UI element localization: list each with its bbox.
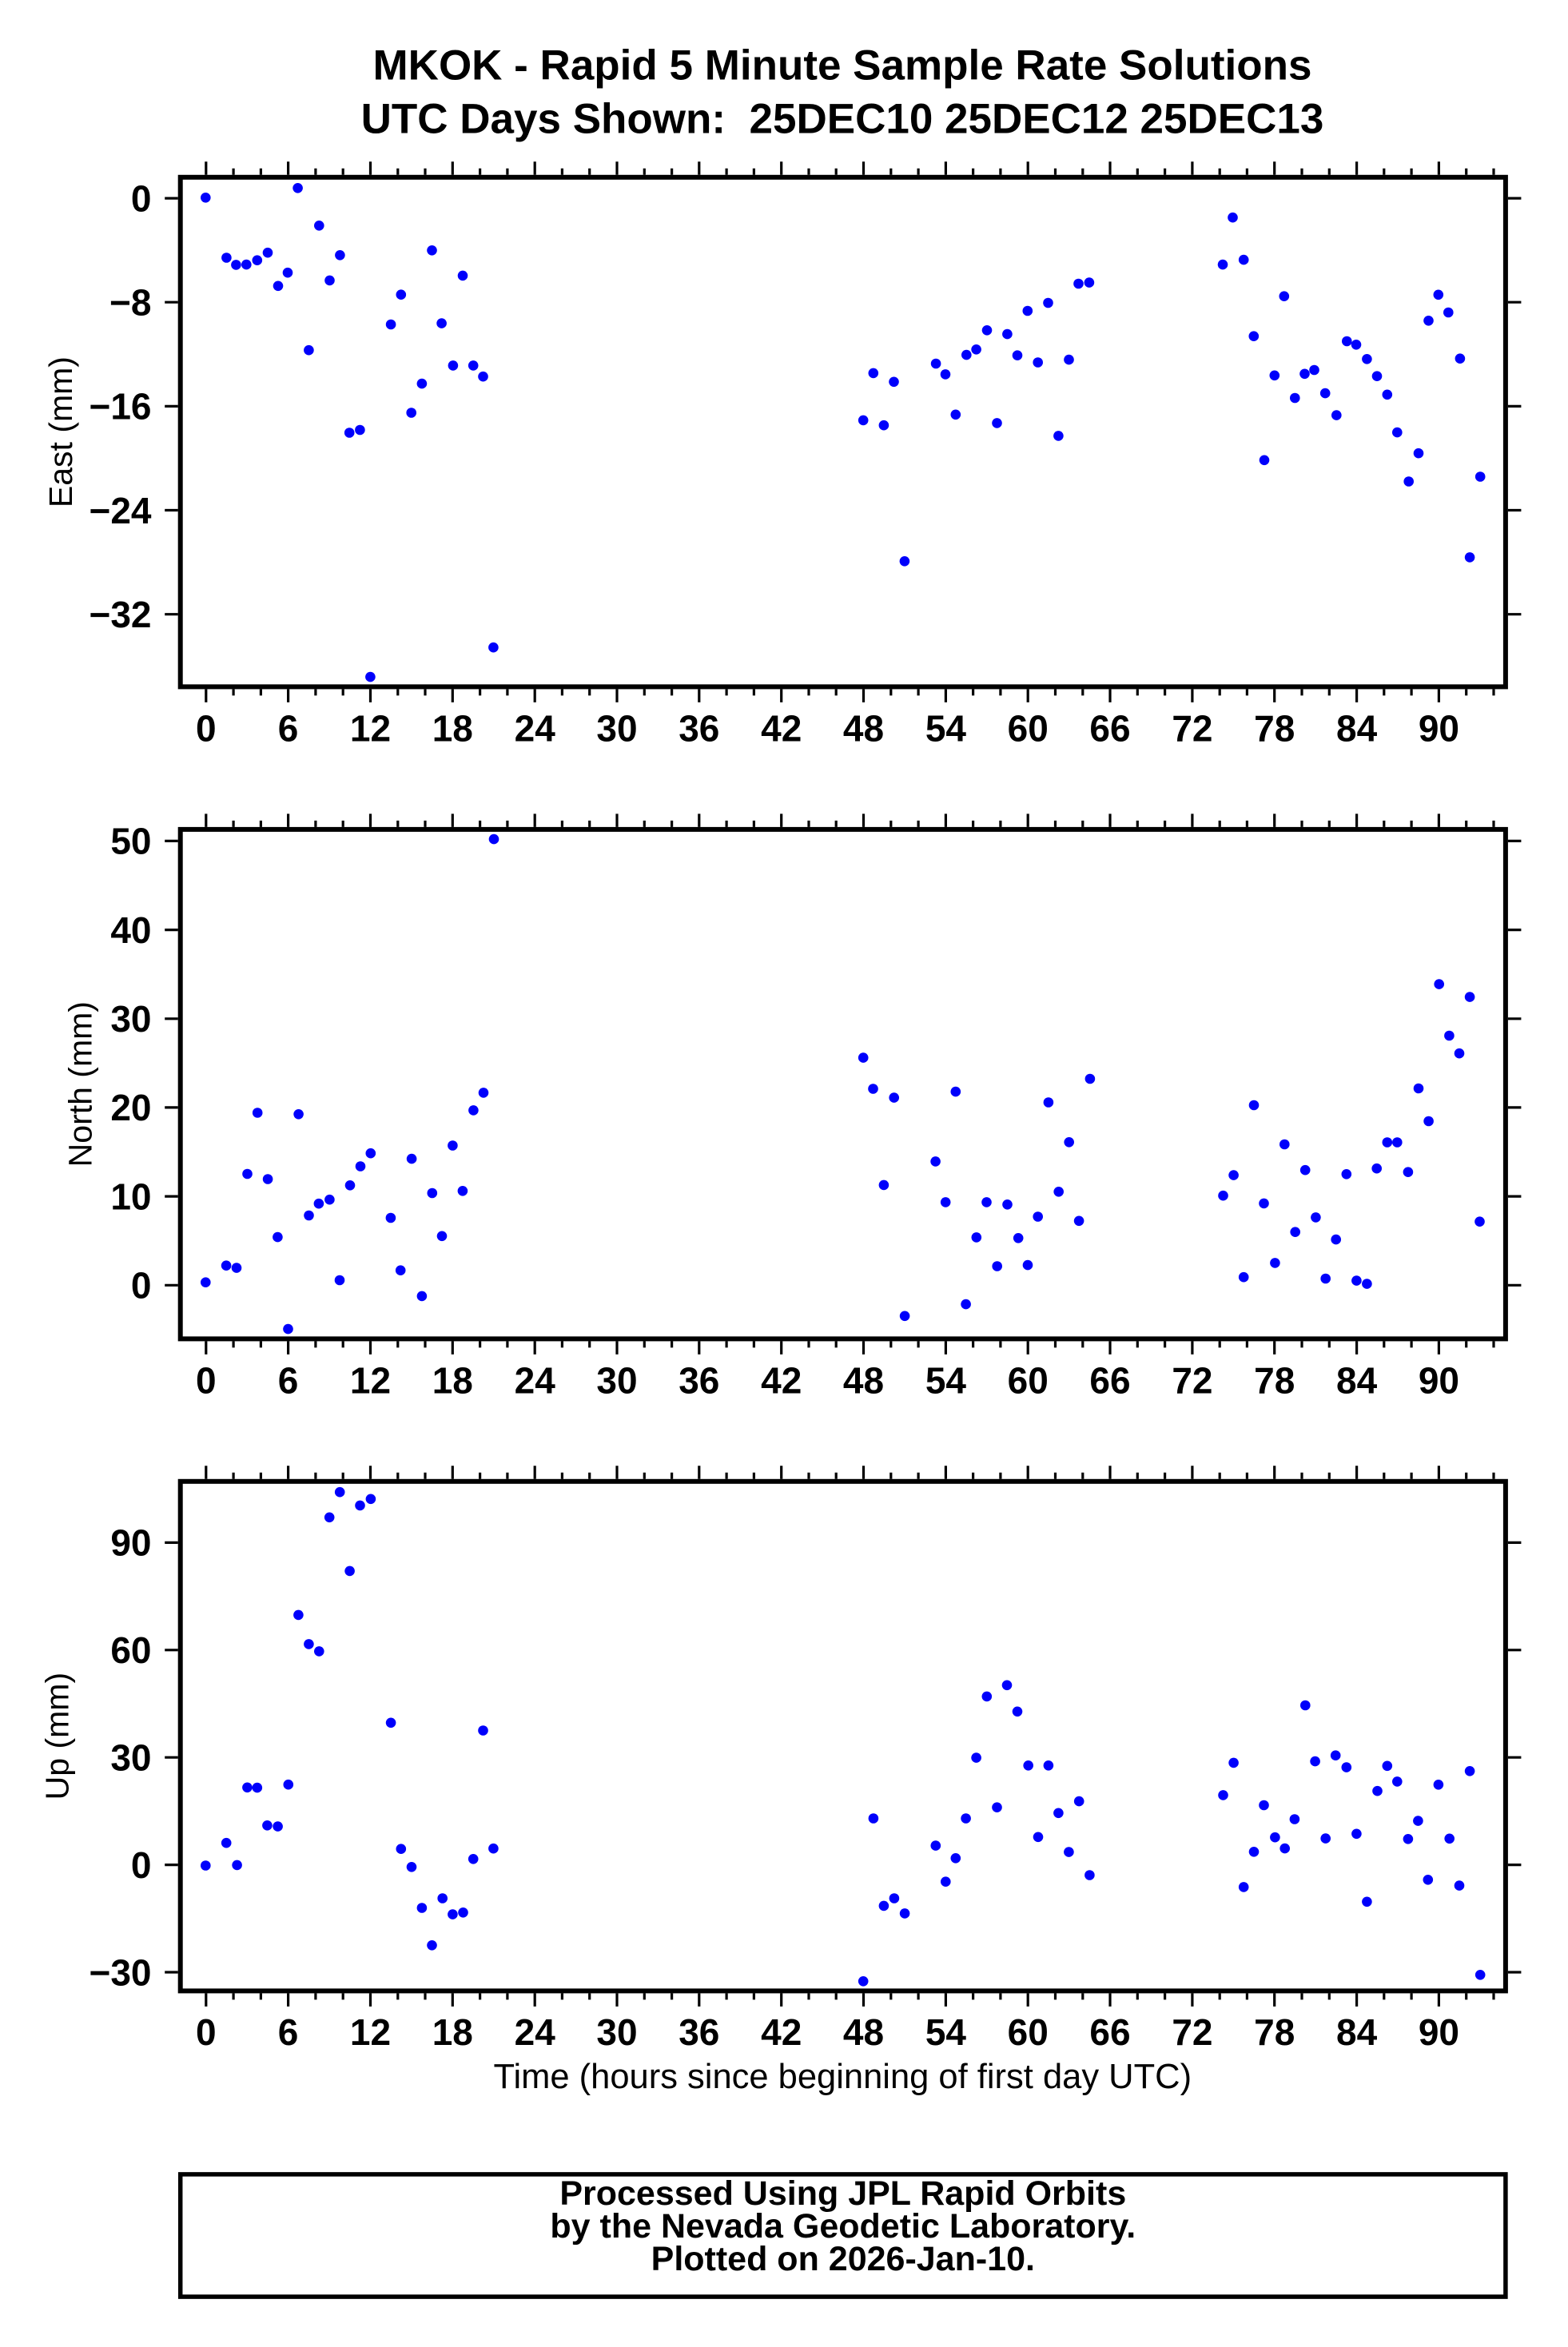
svg-text:0: 0 — [196, 1359, 217, 1401]
svg-text:Time (hours since beginning of: Time (hours since beginning of first day… — [494, 2058, 1192, 2096]
svg-text:North (mm): North (mm) — [62, 1001, 99, 1167]
svg-text:36: 36 — [679, 1359, 719, 1401]
svg-text:90: 90 — [110, 1522, 151, 1564]
svg-text:10: 10 — [110, 1175, 151, 1217]
svg-text:48: 48 — [843, 1359, 884, 1401]
svg-text:Plotted on 2026-Jan-10.: Plotted on 2026-Jan-10. — [651, 2240, 1035, 2278]
svg-text:84: 84 — [1336, 707, 1378, 749]
svg-text:48: 48 — [843, 2011, 884, 2053]
svg-text:UTC Days Shown: 25DEC10 25DEC: UTC Days Shown: 25DEC10 25DEC12 25DEC13 — [361, 95, 1324, 142]
svg-text:72: 72 — [1172, 707, 1212, 749]
svg-text:50: 50 — [110, 821, 151, 862]
svg-text:66: 66 — [1089, 707, 1130, 749]
svg-text:24: 24 — [515, 1359, 556, 1401]
svg-text:30: 30 — [596, 1359, 637, 1401]
svg-text:0: 0 — [196, 707, 217, 749]
svg-text:Up (mm): Up (mm) — [39, 1673, 76, 1800]
svg-text:12: 12 — [350, 1359, 391, 1401]
svg-text:90: 90 — [1419, 1359, 1459, 1401]
svg-text:42: 42 — [761, 2011, 802, 2053]
svg-text:MKOK - Rapid 5 Minute Sample R: MKOK - Rapid 5 Minute Sample Rate Soluti… — [373, 42, 1312, 90]
svg-text:East (mm): East (mm) — [42, 356, 79, 507]
svg-text:24: 24 — [515, 707, 556, 749]
svg-text:0: 0 — [196, 2011, 217, 2053]
svg-text:42: 42 — [761, 1359, 802, 1401]
svg-text:40: 40 — [110, 909, 151, 951]
svg-text:6: 6 — [278, 707, 299, 749]
svg-text:−32: −32 — [89, 594, 151, 635]
svg-text:by the Nevada Geodetic Laborat: by the Nevada Geodetic Laboratory. — [550, 2207, 1136, 2246]
svg-text:66: 66 — [1089, 2011, 1130, 2053]
svg-text:72: 72 — [1172, 1359, 1212, 1401]
svg-text:60: 60 — [110, 1629, 151, 1671]
svg-text:18: 18 — [432, 1359, 473, 1401]
svg-text:90: 90 — [1419, 2011, 1459, 2053]
svg-text:84: 84 — [1336, 1359, 1378, 1401]
svg-text:Processed Using JPL Rapid Orbi: Processed Using JPL Rapid Orbits — [559, 2174, 1126, 2213]
svg-text:66: 66 — [1089, 1359, 1130, 1401]
svg-text:54: 54 — [925, 707, 967, 749]
svg-text:30: 30 — [596, 2011, 637, 2053]
svg-text:12: 12 — [350, 707, 391, 749]
svg-text:6: 6 — [278, 1359, 299, 1401]
svg-text:30: 30 — [110, 998, 151, 1040]
svg-text:6: 6 — [278, 2011, 299, 2053]
svg-text:60: 60 — [1008, 2011, 1049, 2053]
svg-text:0: 0 — [131, 1844, 152, 1886]
svg-text:30: 30 — [596, 707, 637, 749]
svg-text:54: 54 — [925, 2011, 967, 2053]
svg-text:36: 36 — [679, 707, 719, 749]
svg-text:30: 30 — [110, 1737, 151, 1779]
svg-text:18: 18 — [432, 707, 473, 749]
svg-text:48: 48 — [843, 707, 884, 749]
svg-text:78: 78 — [1254, 1359, 1295, 1401]
svg-text:60: 60 — [1008, 1359, 1049, 1401]
svg-text:12: 12 — [350, 2011, 391, 2053]
svg-text:−8: −8 — [109, 282, 151, 324]
svg-text:78: 78 — [1254, 707, 1295, 749]
svg-text:18: 18 — [432, 2011, 473, 2053]
svg-text:24: 24 — [515, 2011, 556, 2053]
svg-text:20: 20 — [110, 1087, 151, 1128]
svg-text:90: 90 — [1419, 707, 1459, 749]
svg-text:−16: −16 — [89, 386, 151, 428]
svg-text:−30: −30 — [89, 1951, 151, 1993]
svg-text:0: 0 — [131, 1265, 152, 1307]
svg-text:42: 42 — [761, 707, 802, 749]
svg-text:36: 36 — [679, 2011, 719, 2053]
svg-text:78: 78 — [1254, 2011, 1295, 2053]
svg-text:0: 0 — [131, 177, 152, 219]
svg-text:60: 60 — [1008, 707, 1049, 749]
svg-text:54: 54 — [925, 1359, 967, 1401]
svg-text:72: 72 — [1172, 2011, 1212, 2053]
svg-text:−24: −24 — [89, 490, 151, 531]
svg-text:84: 84 — [1336, 2011, 1378, 2053]
